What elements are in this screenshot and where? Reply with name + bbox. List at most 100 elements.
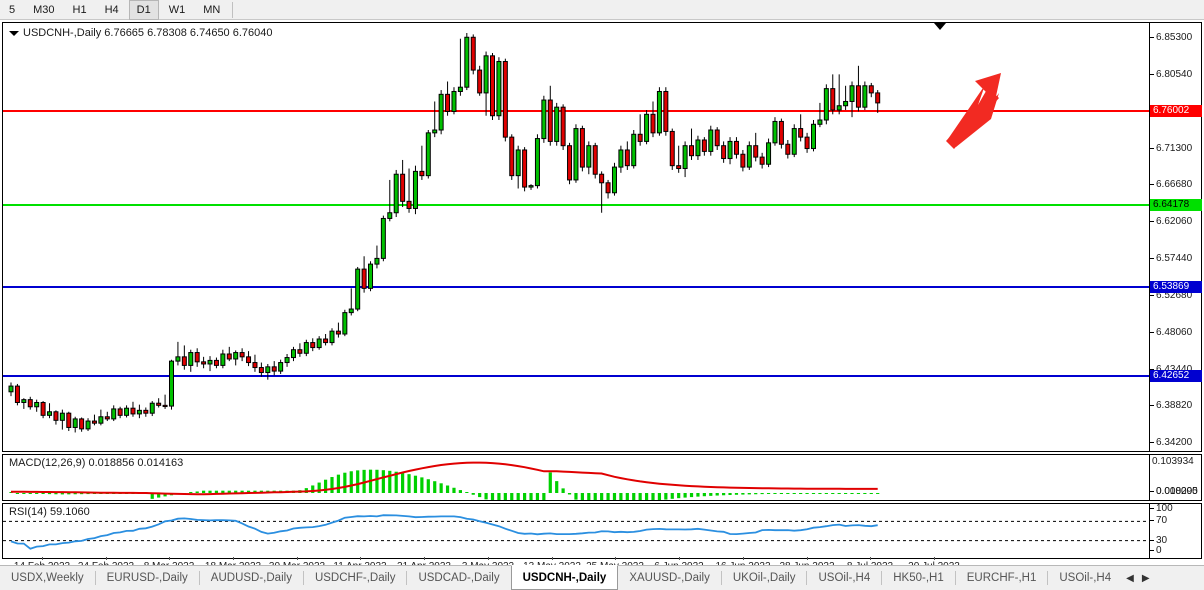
timeframe-button-m30[interactable]: M30 [33, 3, 55, 16]
chart-tab-audusd-daily[interactable]: AUDUSD-,Daily [210, 572, 292, 584]
timeframe-button-mn[interactable]: MN [203, 3, 221, 16]
macd-plot[interactable]: MACD(12,26,9) 0.018856 0.014163 [3, 455, 1149, 500]
rsi-axis-tick: 0 [1150, 545, 1162, 556]
timeframe-button-w1[interactable]: W1 [168, 3, 186, 16]
price-axis-tick-label: 6.34200 [1156, 437, 1193, 448]
tick-dash-icon [1150, 539, 1154, 541]
symbol-ohlc-text: USDCNH-,Daily 6.76665 6.78308 6.74650 6.… [23, 27, 273, 39]
price-pane[interactable]: USDCNH-,Daily 6.76665 6.78308 6.74650 6.… [2, 22, 1202, 485]
price-level-label[interactable]: 6.53869 [1150, 281, 1202, 293]
tab-separator [1047, 571, 1049, 585]
date-tick-notch [615, 557, 616, 560]
price-axis-tick-label: 6.38820 [1156, 400, 1193, 411]
price-axis-tick-label: 6.48060 [1156, 327, 1193, 338]
price-axis-tick: 6.48060 [1150, 327, 1192, 338]
price-axis-tick: 6.34200 [1150, 437, 1192, 448]
tab-separator [720, 571, 722, 585]
candlestick-plot [3, 32, 1149, 433]
tick-dash-icon [1150, 36, 1154, 38]
tick-dash-icon [1150, 441, 1154, 443]
tab-separator [94, 571, 96, 585]
macd-axis-tick: 0.018295 [1150, 486, 1198, 497]
chart-tab-xauusd-daily[interactable]: XAUUSD-,Daily [629, 572, 710, 584]
timeframe-button-h4[interactable]: H4 [104, 3, 119, 16]
timeframe-toolbar: 5 M30 H1 H4 D1 W1 MN [0, 0, 1204, 20]
price-axis-tick: 6.38820 [1150, 400, 1192, 411]
rsi-axis-tick: 70 [1150, 515, 1167, 526]
price-axis-tick: 6.57440 [1150, 253, 1192, 264]
macd-axis: 0.103934 0.000000 0.018295 [1149, 455, 1201, 500]
price-level-label[interactable]: 6.64178 [1150, 199, 1202, 211]
rsi-axis-tick-label: 30 [1156, 535, 1168, 546]
macd-indicator-label: MACD(12,26,9) 0.018856 0.014163 [9, 457, 184, 469]
chart-tab-usdx-weekly[interactable]: USDX,Weekly [11, 572, 84, 584]
tick-dash-icon [1150, 490, 1154, 492]
rsi-indicator-label: RSI(14) 59.1060 [9, 506, 90, 518]
chart-tab-eurchf-h1[interactable]: EURCHF-,H1 [966, 572, 1037, 584]
price-axis-tick: 6.62060 [1150, 216, 1192, 227]
rsi-axis: 100 70 30 0 [1149, 503, 1201, 558]
timeframe-button-5[interactable]: 5 [9, 3, 16, 16]
rsi-axis-tick-label: 70 [1156, 515, 1168, 526]
macd-axis-tick-label: 0.000000 [1156, 486, 1198, 497]
rsi-axis-tick: 100 [1150, 503, 1173, 514]
chart-tab-usdcnh-daily[interactable]: USDCNH-,Daily [510, 565, 619, 590]
symbol-ohlc-label: USDCNH-,Daily 6.76665 6.78308 6.74650 6.… [9, 27, 273, 40]
price-level-label[interactable]: 6.76002 [1150, 105, 1202, 117]
price-axis-tick-label: 6.85300 [1156, 32, 1193, 43]
date-tick-notch [169, 557, 170, 560]
tab-separator [806, 571, 808, 585]
chart-tab-hk50-h1[interactable]: HK50-,H1 [893, 572, 944, 584]
chart-tab-eurusd-daily[interactable]: EURUSD-,Daily [106, 572, 188, 584]
price-axis-tick-label: 6.71300 [1156, 143, 1193, 154]
price-level-label[interactable]: 6.42652 [1150, 370, 1202, 382]
date-tick-notch [807, 557, 808, 560]
price-axis-tick: 6.85300 [1150, 32, 1192, 43]
price-axis-tick: 6.66680 [1150, 179, 1192, 190]
date-tick-notch [297, 557, 298, 560]
chart-area[interactable]: USDCNH-,Daily 6.76665 6.78308 6.74650 6.… [0, 20, 1204, 572]
tick-dash-icon [1150, 519, 1154, 521]
timeframe-button-h1[interactable]: H1 [72, 3, 87, 16]
tab-separator [198, 571, 200, 585]
rsi-axis-tick: 30 [1150, 535, 1167, 546]
price-axis-tick-label: 6.80540 [1156, 69, 1193, 80]
price-axis[interactable]: 6.85300 6.80540 6.71300 6.66680 6.62060 6.574… [1149, 23, 1202, 485]
chart-tab-bar[interactable]: USDX,Weekly EURUSD-,Daily AUDUSD-,Daily USD… [0, 565, 1204, 590]
tick-dash-icon [1150, 183, 1154, 185]
tick-dash-icon [1150, 220, 1154, 222]
price-plot[interactable]: USDCNH-,Daily 6.76665 6.78308 6.74650 6.… [3, 23, 1149, 451]
chart-tab-usoil-h4[interactable]: USOil-,H4 [1059, 572, 1112, 584]
chart-tab-usoil-h4[interactable]: USOil-,H4 [818, 572, 871, 584]
rsi-pane[interactable]: RSI(14) 59.1060 100 70 30 0 [2, 503, 1202, 559]
price-axis-tick-label: 6.52680 [1156, 290, 1193, 301]
date-tick-notch [233, 557, 234, 560]
chart-tab-usdchf-daily[interactable]: USDCHF-,Daily [314, 572, 396, 584]
price-axis-tick: 6.80540 [1150, 69, 1192, 80]
rsi-axis-tick-label: 0 [1156, 545, 1162, 556]
date-tick-notch [42, 557, 43, 560]
date-tick-notch [679, 557, 680, 560]
chart-tab-ukoil-daily[interactable]: UKOil-,Daily [732, 572, 796, 584]
collapse-triangle-icon[interactable] [9, 30, 19, 36]
tick-dash-icon [1150, 147, 1154, 149]
macd-axis-tick-label: 0.103934 [1152, 456, 1194, 467]
price-axis-tick-label: 6.66680 [1156, 179, 1193, 190]
tick-dash-icon [1150, 507, 1154, 509]
price-axis-tick-label: 6.62060 [1156, 216, 1193, 227]
date-tick-notch [106, 557, 107, 560]
date-tick-notch [552, 557, 553, 560]
macd-axis-tick: 0.103934 [1152, 456, 1194, 467]
tab-separator [881, 571, 883, 585]
macd-pane[interactable]: MACD(12,26,9) 0.018856 0.014163 0.103934… [2, 454, 1202, 501]
tab-scroll-left-icon[interactable]: ◀ [1126, 572, 1134, 584]
tick-dash-icon [1150, 294, 1154, 296]
timeframe-button-d1[interactable]: D1 [128, 0, 159, 20]
date-tick-notch [934, 557, 935, 560]
tab-scroll-right-icon[interactable]: ▶ [1141, 572, 1150, 584]
chart-tab-usdcad-daily[interactable]: USDCAD-,Daily [418, 572, 500, 584]
rsi-plot[interactable]: RSI(14) 59.1060 [3, 504, 1149, 558]
price-axis-tick: 6.52680 [1150, 290, 1192, 301]
tick-dash-icon [1150, 73, 1154, 75]
